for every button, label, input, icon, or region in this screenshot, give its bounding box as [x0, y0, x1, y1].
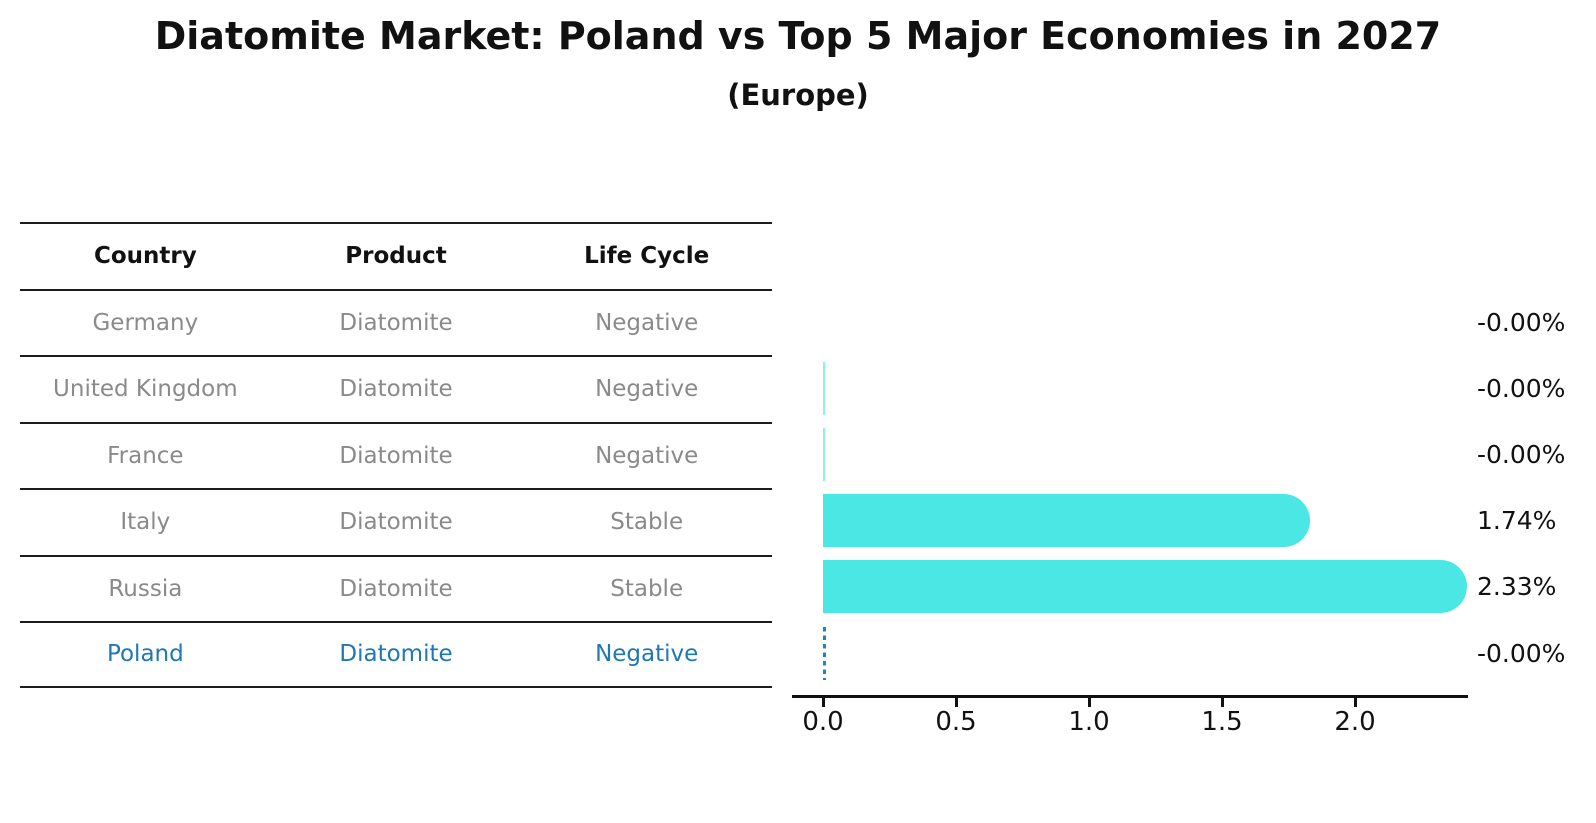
x-axis-tick-label: 1.5 — [1201, 707, 1243, 737]
country-cell: United Kingdom — [53, 376, 238, 403]
life-cycle-cell: Negative — [595, 442, 699, 469]
life-cycle-cell: Stable — [610, 575, 684, 602]
x-axis-tick — [821, 698, 825, 707]
table-header-row: Country Product Life Cycle — [20, 222, 772, 289]
table-row: Russia Diatomite Stable — [20, 554, 772, 622]
bar-row — [823, 626, 826, 680]
country-cell: Russia — [108, 575, 183, 602]
bar-russia — [823, 560, 1467, 614]
table-row: France Diatomite Negative — [20, 421, 772, 489]
product-cell: Diatomite — [339, 442, 453, 469]
x-axis-tick — [1087, 698, 1091, 707]
bar-italy — [823, 494, 1310, 548]
x-axis-tick-label: 1.0 — [1068, 707, 1110, 737]
value-label: 1.74% — [1477, 506, 1557, 536]
country-cell: Italy — [120, 509, 171, 536]
country-cell: Germany — [92, 309, 199, 336]
bar-row — [823, 361, 825, 415]
bar-poland-dashed — [823, 626, 826, 680]
value-label: -0.00% — [1477, 373, 1566, 403]
value-label: 2.33% — [1477, 572, 1557, 602]
x-axis-tick-label: 0.5 — [935, 707, 977, 737]
bar-row — [823, 560, 1467, 614]
country-cell: France — [107, 442, 184, 469]
value-label: -0.00% — [1477, 307, 1566, 337]
table-row: Germany Diatomite Negative — [20, 288, 772, 356]
x-axis-tick-label: 2.0 — [1334, 707, 1376, 737]
product-cell: Diatomite — [339, 509, 453, 536]
bar-row — [823, 494, 1310, 548]
life-cycle-cell: Negative — [595, 641, 699, 668]
life-cycle-cell: Negative — [595, 309, 699, 336]
x-axis-tick-label: 0.0 — [802, 707, 844, 737]
value-label: -0.00% — [1477, 439, 1566, 469]
country-cell: Poland — [106, 641, 184, 668]
chart-subtitle: (Europe) — [727, 78, 869, 112]
product-cell: Diatomite — [339, 376, 453, 403]
table-row: United Kingdom Diatomite Negative — [20, 355, 772, 422]
bar-row — [823, 427, 825, 481]
column-header-product: Product — [345, 243, 447, 270]
bar-france — [823, 427, 825, 481]
product-cell: Diatomite — [339, 309, 453, 336]
column-header-country: Country — [93, 243, 197, 270]
x-axis-tick — [954, 698, 958, 707]
x-axis-tick — [1353, 698, 1357, 707]
country-table: Country Product Life Cycle Germany Diato… — [20, 222, 772, 688]
x-axis-line — [792, 695, 1468, 698]
value-label: -0.00% — [1477, 638, 1566, 668]
table-row: Italy Diatomite Stable — [20, 488, 772, 555]
x-axis-tick — [1220, 698, 1224, 707]
life-cycle-cell: Stable — [610, 509, 684, 536]
table-row-poland: Poland Diatomite Negative — [20, 621, 772, 688]
bar-united-kingdom — [823, 361, 825, 415]
product-cell: Diatomite — [339, 641, 453, 668]
column-header-life-cycle: Life Cycle — [584, 243, 710, 270]
product-cell: Diatomite — [339, 575, 453, 602]
chart-title: Diatomite Market: Poland vs Top 5 Major … — [154, 14, 1442, 58]
life-cycle-cell: Negative — [595, 376, 699, 403]
